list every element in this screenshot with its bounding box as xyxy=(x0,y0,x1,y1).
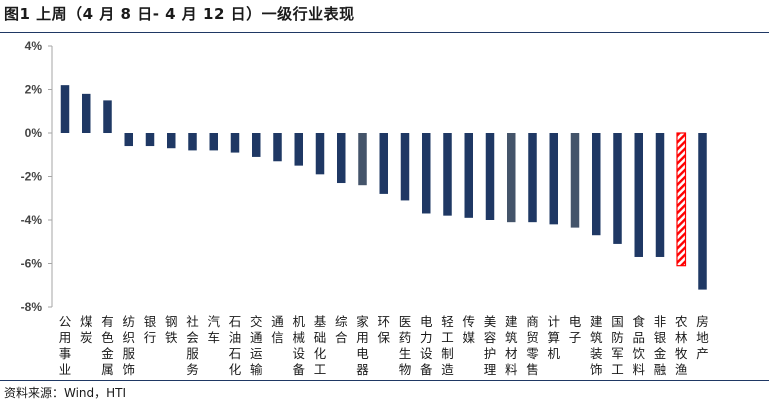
bar-医药生物 xyxy=(400,133,410,201)
x-tick-label: 环保 xyxy=(377,314,390,345)
bar-国防军工 xyxy=(613,133,622,244)
x-tick-label: 美容护理 xyxy=(484,314,497,377)
chart-title: 图1 上周（4 月 8 日- 4 月 12 日）一级行业表现 xyxy=(4,5,355,23)
bar-农林牧渔 xyxy=(676,132,687,267)
x-tick-label: 公用事业 xyxy=(59,314,72,377)
x-tick-label: 汽车 xyxy=(207,314,220,345)
bar-轻工制造 xyxy=(443,133,452,216)
x-tick-label: 有色金属 xyxy=(101,314,114,377)
bar-商贸零售 xyxy=(528,133,537,223)
x-tick-label: 基础化工 xyxy=(314,314,327,377)
y-tick-label: -8% xyxy=(21,300,43,314)
x-tick-label: 建筑装饰 xyxy=(590,314,603,377)
top-rule xyxy=(0,32,769,33)
y-tick-label: -2% xyxy=(21,170,43,184)
bar-银行 xyxy=(145,133,155,147)
x-tick-label: 国防军工 xyxy=(611,314,624,377)
x-tick-label: 家用电器 xyxy=(356,314,369,377)
y-tick-label: 4% xyxy=(25,39,43,53)
x-tick-label: 纺织服饰 xyxy=(122,314,135,377)
bar-基础化工 xyxy=(315,133,325,175)
bar-综合 xyxy=(337,133,346,184)
bar-通信 xyxy=(273,133,282,162)
x-tick-label: 房地产 xyxy=(696,314,709,361)
x-tick-label: 建筑材料 xyxy=(505,314,518,377)
bar-传媒 xyxy=(464,133,473,218)
x-tick-label: 通信 xyxy=(271,314,284,345)
y-tick-label: 0% xyxy=(25,126,43,140)
bar-建筑材料 xyxy=(507,133,516,223)
bar-机械设备 xyxy=(294,133,303,166)
bar-家用电器 xyxy=(358,133,367,186)
bar-计算机 xyxy=(549,133,558,225)
x-tick-label: 银行 xyxy=(144,314,157,345)
bar-chart: 4% 2% 0% -2% -4% -6% -8% 公用事业煤炭有色金属纺织服饰银行钢铁社会服… xyxy=(21,39,710,377)
bar-煤炭 xyxy=(82,93,91,133)
x-tick-label: 食品饮料 xyxy=(632,314,645,377)
bottom-rule xyxy=(0,380,769,381)
x-tick-label: 交通运输 xyxy=(250,314,263,377)
bar-美容护理 xyxy=(485,133,495,220)
bar-交通运输 xyxy=(252,133,261,157)
y-tick-label: -4% xyxy=(21,213,43,227)
bar-社会服务 xyxy=(188,133,197,151)
x-tick-label: 农林牧渔 xyxy=(675,314,688,377)
x-tick-label: 煤炭 xyxy=(80,314,93,345)
x-tick-label: 医药生物 xyxy=(399,314,412,377)
bar-食品饮料 xyxy=(634,133,643,257)
x-tick-label: 非银金融 xyxy=(654,314,667,377)
bar-电子 xyxy=(570,133,580,228)
x-tick-label: 石油石化 xyxy=(229,314,242,377)
bar-钢铁 xyxy=(167,133,176,149)
x-tick-label: 社会服务 xyxy=(186,314,199,377)
bar-非银金融 xyxy=(655,133,665,257)
bar-建筑装饰 xyxy=(592,133,601,236)
x-tick-label: 机械设备 xyxy=(292,314,305,377)
x-tick-label: 电力设备 xyxy=(420,314,433,377)
x-tick-label: 电子 xyxy=(569,314,582,345)
x-tick-label: 计算机 xyxy=(547,314,560,361)
bar-电力设备 xyxy=(422,133,431,214)
y-tick-label: 2% xyxy=(25,83,43,97)
bar-汽车 xyxy=(209,133,218,151)
x-tick-label: 传媒 xyxy=(462,314,475,345)
bar-石油石化 xyxy=(230,133,240,153)
source-note: 资料来源：Wind，HTI xyxy=(4,386,127,400)
y-tick-label: -6% xyxy=(21,257,43,271)
x-tick-label: 钢铁 xyxy=(165,314,178,345)
bar-房地产 xyxy=(698,133,707,290)
bar-纺织服饰 xyxy=(124,133,133,147)
x-tick-label: 商贸零售 xyxy=(526,314,539,377)
bar-公用事业 xyxy=(60,85,70,133)
bar-有色金属 xyxy=(103,100,112,134)
x-tick-label: 轻工制造 xyxy=(441,314,454,377)
x-tick-label: 综合 xyxy=(335,314,348,345)
bar-环保 xyxy=(379,133,388,194)
